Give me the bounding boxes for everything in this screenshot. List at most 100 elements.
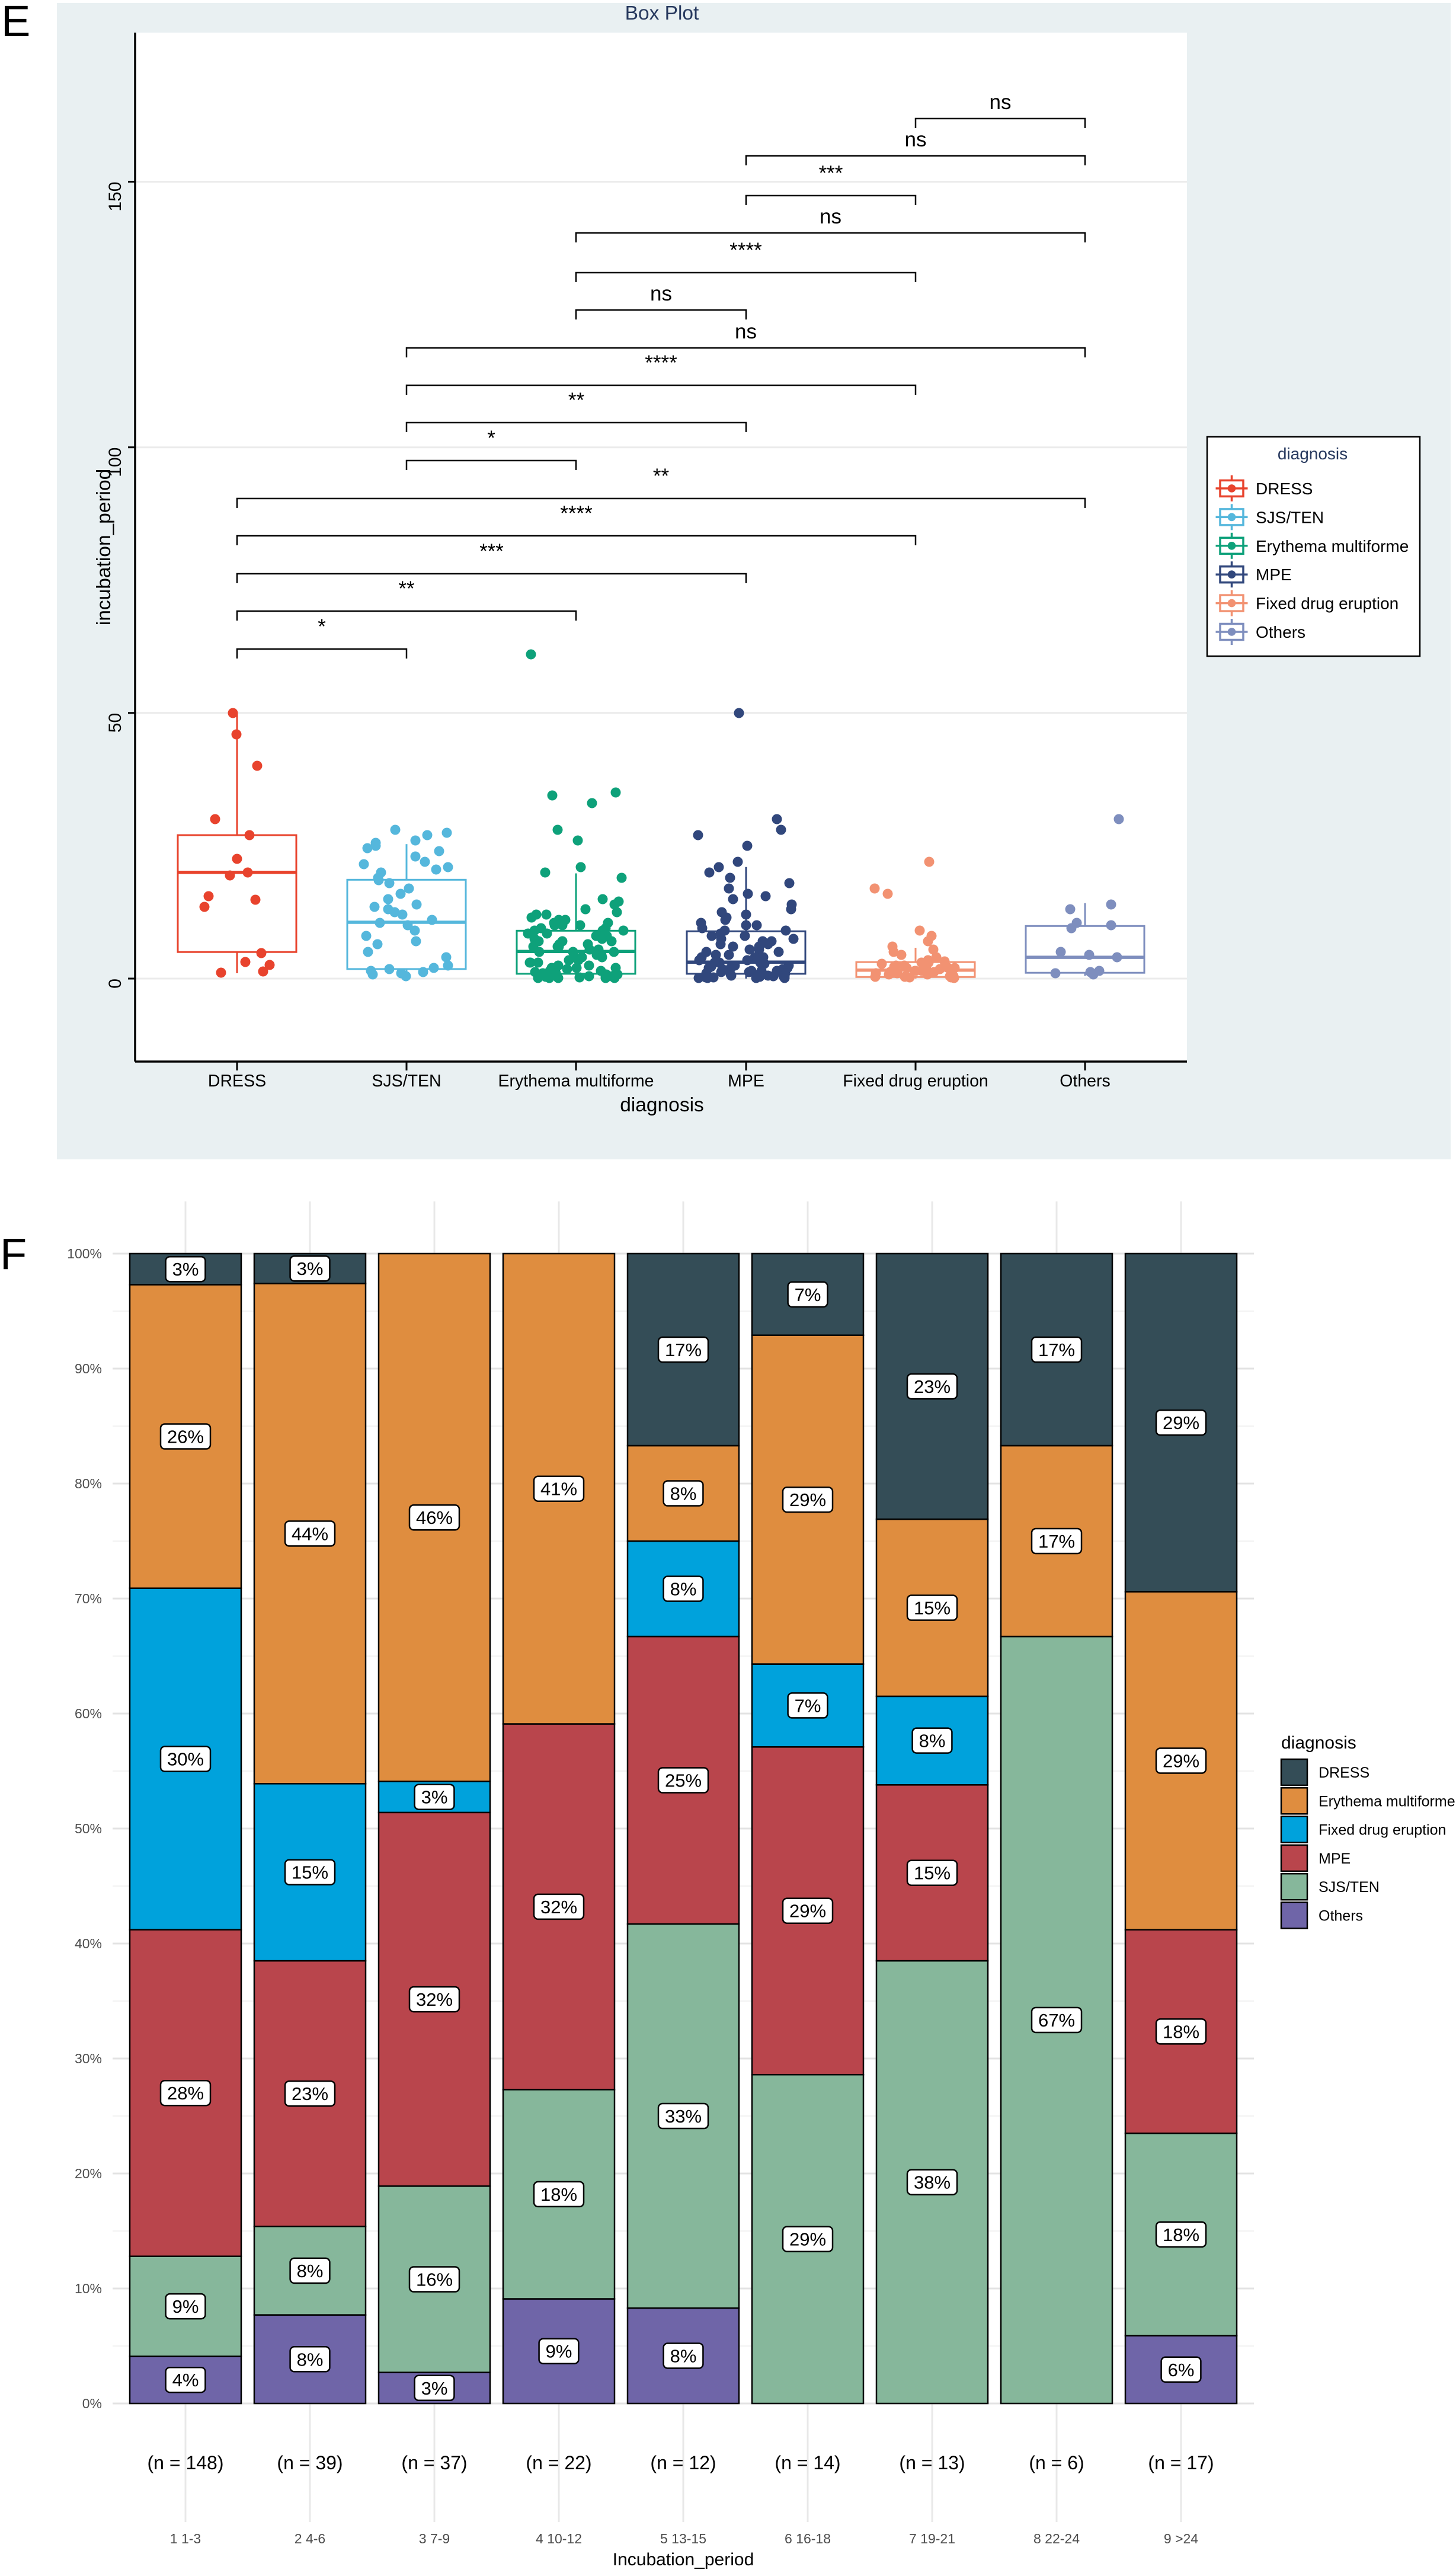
svg-text:8%: 8% [670, 1579, 697, 1600]
svg-text:****: **** [645, 351, 677, 375]
svg-text:80%: 80% [75, 1476, 102, 1491]
svg-text:Fixed drug eruption: Fixed drug eruption [1256, 594, 1399, 613]
svg-text:DRESS: DRESS [1319, 1765, 1369, 1781]
svg-text:15%: 15% [914, 1863, 951, 1884]
svg-text:3%: 3% [297, 1258, 324, 1279]
svg-text:17%: 17% [1038, 1531, 1075, 1552]
svg-text:29%: 29% [789, 1901, 826, 1922]
svg-text:0: 0 [105, 979, 125, 989]
svg-text:(n = 14): (n = 14) [775, 2452, 840, 2473]
svg-text:29%: 29% [789, 2229, 826, 2250]
svg-text:10%: 10% [75, 2281, 102, 2296]
svg-text:4%: 4% [172, 2370, 199, 2390]
svg-text:SJS/TEN: SJS/TEN [1256, 508, 1324, 526]
svg-text:16%: 16% [416, 2270, 453, 2290]
svg-text:20%: 20% [75, 2166, 102, 2181]
svg-text:E: E [1, 0, 30, 46]
svg-text:DRESS: DRESS [208, 1072, 266, 1091]
svg-text:50: 50 [105, 713, 125, 733]
svg-text:8%: 8% [670, 1484, 697, 1504]
svg-text:(n = 12): (n = 12) [650, 2452, 716, 2473]
svg-text:ns: ns [650, 282, 672, 305]
svg-text:MPE: MPE [1319, 1850, 1351, 1867]
svg-text:8%: 8% [919, 1731, 946, 1751]
svg-text:6 16-18: 6 16-18 [785, 2531, 831, 2546]
svg-text:100%: 100% [67, 1246, 102, 1261]
svg-text:Others: Others [1319, 1908, 1363, 1925]
svg-text:(n = 22): (n = 22) [526, 2452, 591, 2473]
svg-text:2 4-6: 2 4-6 [295, 2531, 325, 2546]
svg-text:*: * [487, 427, 495, 450]
svg-text:8 22-24: 8 22-24 [1033, 2531, 1080, 2546]
svg-text:***: *** [479, 540, 504, 563]
svg-text:Others: Others [1256, 623, 1305, 641]
svg-text:17%: 17% [665, 1340, 702, 1360]
svg-text:7 19-21: 7 19-21 [909, 2531, 955, 2546]
svg-text:38%: 38% [914, 2172, 951, 2193]
svg-text:50%: 50% [75, 1821, 102, 1836]
svg-text:30%: 30% [167, 1749, 204, 1770]
svg-text:32%: 32% [416, 1989, 453, 2010]
svg-text:****: **** [729, 239, 762, 262]
svg-text:7%: 7% [795, 1695, 821, 1716]
svg-text:diagnosis: diagnosis [1281, 1733, 1356, 1753]
svg-text:70%: 70% [75, 1591, 102, 1606]
svg-text:3 7-9: 3 7-9 [419, 2531, 450, 2546]
svg-text:23%: 23% [292, 2083, 328, 2104]
svg-text:ns: ns [990, 91, 1012, 114]
svg-text:90%: 90% [75, 1361, 102, 1376]
svg-text:MPE: MPE [1256, 565, 1292, 584]
svg-text:Erythema multiforme: Erythema multiforme [1319, 1793, 1455, 1810]
svg-text:15%: 15% [914, 1598, 951, 1619]
svg-text:100: 100 [105, 448, 125, 477]
svg-text:ns: ns [820, 205, 841, 228]
svg-text:29%: 29% [1163, 1412, 1199, 1433]
svg-text:Erythema multiforme: Erythema multiforme [1256, 537, 1409, 555]
svg-text:Erythema multiforme: Erythema multiforme [498, 1072, 654, 1091]
svg-text:5 13-15: 5 13-15 [660, 2531, 706, 2546]
svg-text:diagnosis: diagnosis [620, 1094, 704, 1116]
svg-text:(n = 6): (n = 6) [1029, 2452, 1084, 2473]
svg-text:67%: 67% [1038, 2010, 1075, 2031]
svg-text:**: ** [653, 465, 670, 488]
svg-text:Incubation_period: Incubation_period [613, 2550, 754, 2569]
svg-text:9%: 9% [546, 2341, 572, 2362]
svg-text:28%: 28% [167, 2083, 204, 2104]
svg-text:Fixed drug eruption: Fixed drug eruption [843, 1072, 988, 1091]
svg-text:33%: 33% [665, 2106, 702, 2127]
svg-text:150: 150 [105, 182, 125, 212]
svg-text:F: F [0, 1229, 27, 1278]
svg-text:18%: 18% [1163, 2021, 1199, 2042]
svg-text:17%: 17% [1038, 1340, 1075, 1360]
svg-text:9%: 9% [172, 2296, 199, 2317]
svg-text:7%: 7% [795, 1284, 821, 1305]
svg-text:9 >24: 9 >24 [1164, 2531, 1198, 2546]
svg-text:(n = 13): (n = 13) [899, 2452, 965, 2473]
svg-text:26%: 26% [167, 1427, 204, 1447]
svg-text:(n = 37): (n = 37) [401, 2452, 467, 2473]
svg-text:8%: 8% [297, 2349, 324, 2370]
svg-text:44%: 44% [292, 1523, 328, 1544]
svg-text:SJS/TEN: SJS/TEN [1319, 1879, 1380, 1896]
svg-text:8%: 8% [670, 2346, 697, 2367]
svg-text:3%: 3% [421, 2378, 448, 2399]
svg-text:DRESS: DRESS [1256, 480, 1313, 498]
svg-text:Fixed drug eruption: Fixed drug eruption [1319, 1822, 1446, 1839]
svg-text:30%: 30% [75, 2051, 102, 2066]
svg-text:(n = 17): (n = 17) [1148, 2452, 1214, 2473]
svg-text:25%: 25% [665, 1770, 702, 1791]
svg-text:6%: 6% [1168, 2360, 1195, 2380]
svg-text:**: ** [568, 389, 585, 412]
svg-text:diagnosis: diagnosis [1278, 445, 1348, 463]
svg-text:29%: 29% [789, 1490, 826, 1510]
svg-text:Box Plot: Box Plot [625, 2, 699, 24]
svg-text:ns: ns [735, 320, 757, 343]
svg-text:Others: Others [1060, 1072, 1111, 1091]
svg-text:23%: 23% [914, 1376, 951, 1397]
svg-text:****: **** [560, 502, 593, 525]
svg-text:41%: 41% [540, 1479, 577, 1500]
svg-text:3%: 3% [421, 1787, 448, 1808]
svg-text:15%: 15% [292, 1862, 328, 1883]
svg-text:*: * [318, 615, 326, 638]
svg-text:4 10-12: 4 10-12 [536, 2531, 582, 2546]
